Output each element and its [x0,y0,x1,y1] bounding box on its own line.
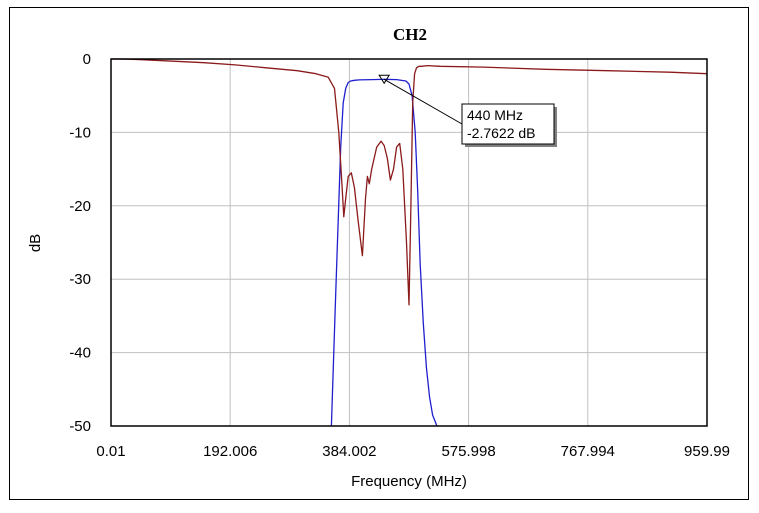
y-axis-label: dB [27,234,44,252]
series-line-s11 [111,58,708,306]
marker-value: -2.7622 dB [467,125,536,141]
y-tick-label: -10 [69,124,91,141]
x-tick-label: 959.99 [684,443,730,460]
marker-frequency: 440 MHz [467,107,523,123]
y-tick-label: -30 [69,271,91,288]
x-tick-label: 192.006 [203,443,257,460]
plot-area-border [110,58,708,427]
tick-labels: 0.01 192.006 384.002 575.998 767.994 959.99 0 -… [69,51,730,460]
marker-leader [383,78,463,125]
marker-group: 440 MHz -2.7622 dB [378,74,557,147]
y-tick-label: -50 [69,418,91,435]
x-tick-label: 384.002 [322,443,376,460]
y-tick-label: -20 [69,198,91,215]
x-tick-label: 0.01 [96,443,125,460]
marker-box [461,103,555,145]
x-tick-label: 767.994 [561,443,615,460]
y-tick-label: -40 [69,345,91,362]
x-tick-label: 575.998 [441,443,495,460]
marker-triangle [378,74,391,85]
y-tick-label: 0 [83,51,91,68]
chart-title: CH2 [393,25,427,44]
figure-border [9,7,749,500]
x-axis-label: Frequency (MHz) [351,473,467,490]
grid [111,59,707,426]
